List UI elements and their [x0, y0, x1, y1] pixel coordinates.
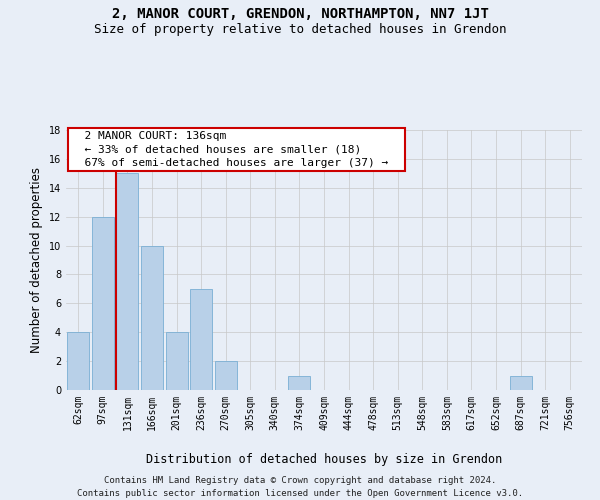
Bar — [215, 361, 237, 390]
Bar — [67, 332, 89, 390]
Text: Size of property relative to detached houses in Grendon: Size of property relative to detached ho… — [94, 22, 506, 36]
Bar — [190, 289, 212, 390]
Bar — [289, 376, 310, 390]
Bar — [141, 246, 163, 390]
Text: Contains HM Land Registry data © Crown copyright and database right 2024.
Contai: Contains HM Land Registry data © Crown c… — [77, 476, 523, 498]
Text: 2, MANOR COURT, GRENDON, NORTHAMPTON, NN7 1JT: 2, MANOR COURT, GRENDON, NORTHAMPTON, NN… — [112, 8, 488, 22]
Y-axis label: Number of detached properties: Number of detached properties — [30, 167, 43, 353]
Text: 2 MANOR COURT: 136sqm  
  ← 33% of detached houses are smaller (18)  
  67% of s: 2 MANOR COURT: 136sqm ← 33% of detached … — [71, 132, 402, 168]
Bar — [116, 174, 139, 390]
Bar — [509, 376, 532, 390]
Bar — [166, 332, 188, 390]
Text: Distribution of detached houses by size in Grendon: Distribution of detached houses by size … — [146, 452, 502, 466]
Bar — [92, 216, 114, 390]
